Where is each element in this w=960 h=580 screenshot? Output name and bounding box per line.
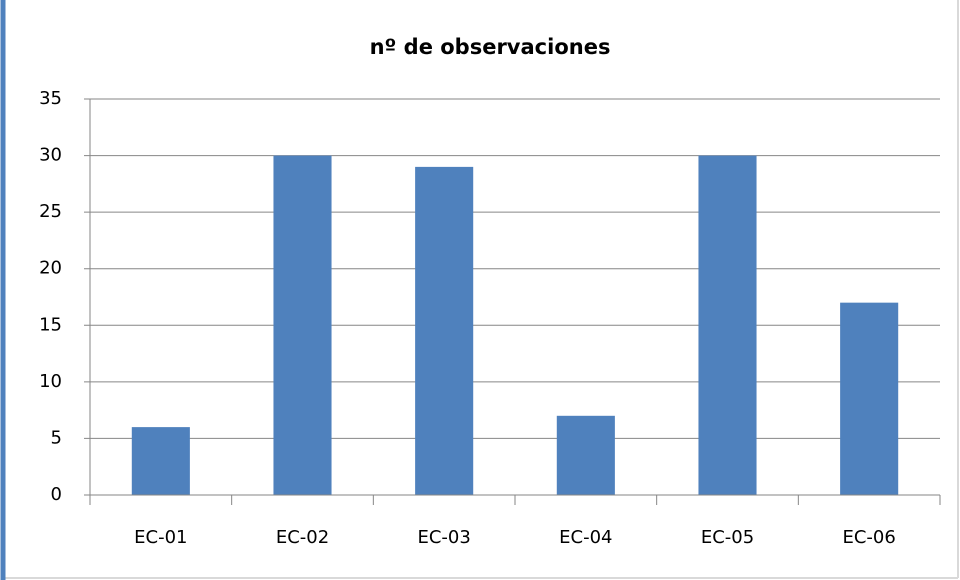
y-tick-label: 5 bbox=[51, 427, 62, 448]
bar bbox=[131, 427, 190, 495]
y-tick-label: 20 bbox=[39, 258, 62, 279]
y-tick-label: 15 bbox=[39, 314, 62, 335]
y-tick-label: 35 bbox=[39, 88, 62, 109]
x-tick-label: EC-03 bbox=[417, 527, 470, 548]
x-tick-label: EC-06 bbox=[842, 527, 895, 548]
x-tick-label: EC-01 bbox=[134, 527, 187, 548]
y-tick-label: 10 bbox=[39, 371, 62, 392]
x-tick-label: EC-05 bbox=[701, 527, 754, 548]
y-tick-label: 25 bbox=[39, 201, 62, 222]
y-tick-label: 30 bbox=[39, 145, 62, 166]
x-tick-label: EC-04 bbox=[559, 527, 612, 548]
x-tick-label: EC-02 bbox=[276, 527, 329, 548]
bar bbox=[273, 155, 332, 496]
bar bbox=[415, 166, 474, 495]
chart-title: nº de observaciones bbox=[370, 35, 611, 59]
bar bbox=[556, 415, 615, 495]
y-tick-label: 0 bbox=[51, 484, 62, 505]
bar bbox=[840, 302, 899, 495]
bar bbox=[698, 155, 757, 496]
